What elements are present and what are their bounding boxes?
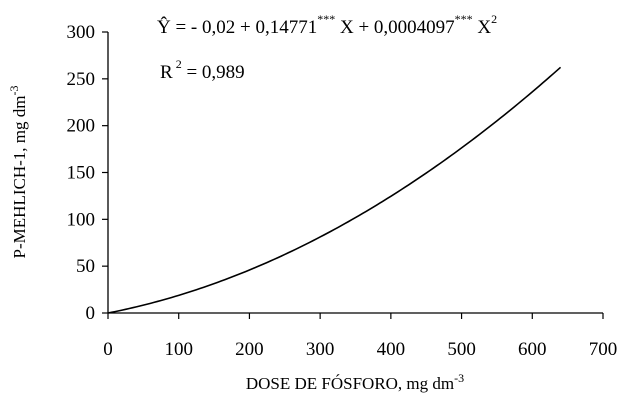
regression-curve (107, 66, 562, 314)
x-tick-label: 100 (164, 339, 193, 360)
y-tick-label: 100 (67, 209, 96, 230)
x-tick-label: 200 (235, 339, 264, 360)
y-tick-label: 150 (67, 163, 96, 184)
y-tick-label: 50 (76, 256, 95, 277)
x-tick-label: 400 (377, 339, 406, 360)
y-tick-label: 0 (86, 303, 96, 324)
x-tick-label: 600 (518, 339, 547, 360)
regression-equation: Ŷ = - 0,02 + 0,14771*** X + 0,0004097***… (157, 12, 497, 38)
plot-area: 0 50 100 150 200 250 300 0 100 200 300 400 500 600 70… (67, 22, 618, 360)
y-tick-label: 200 (67, 116, 96, 137)
x-tick-label: 500 (447, 339, 476, 360)
y-tick-label: 250 (67, 69, 96, 90)
y-ticks: 0 50 100 150 200 250 300 (67, 22, 108, 324)
x-axis-title: DOSE DE FÓSFORO, mg dm-3 (246, 371, 464, 393)
x-ticks: 0 100 200 300 400 500 600 700 (103, 313, 617, 360)
y-tick-label: 300 (67, 22, 96, 43)
x-tick-label: 0 (103, 339, 113, 360)
x-tick-label: 300 (306, 339, 335, 360)
y-axis-title: P-MEHLICH-1, mg dm-3 (7, 86, 29, 259)
x-tick-label: 700 (589, 339, 618, 360)
